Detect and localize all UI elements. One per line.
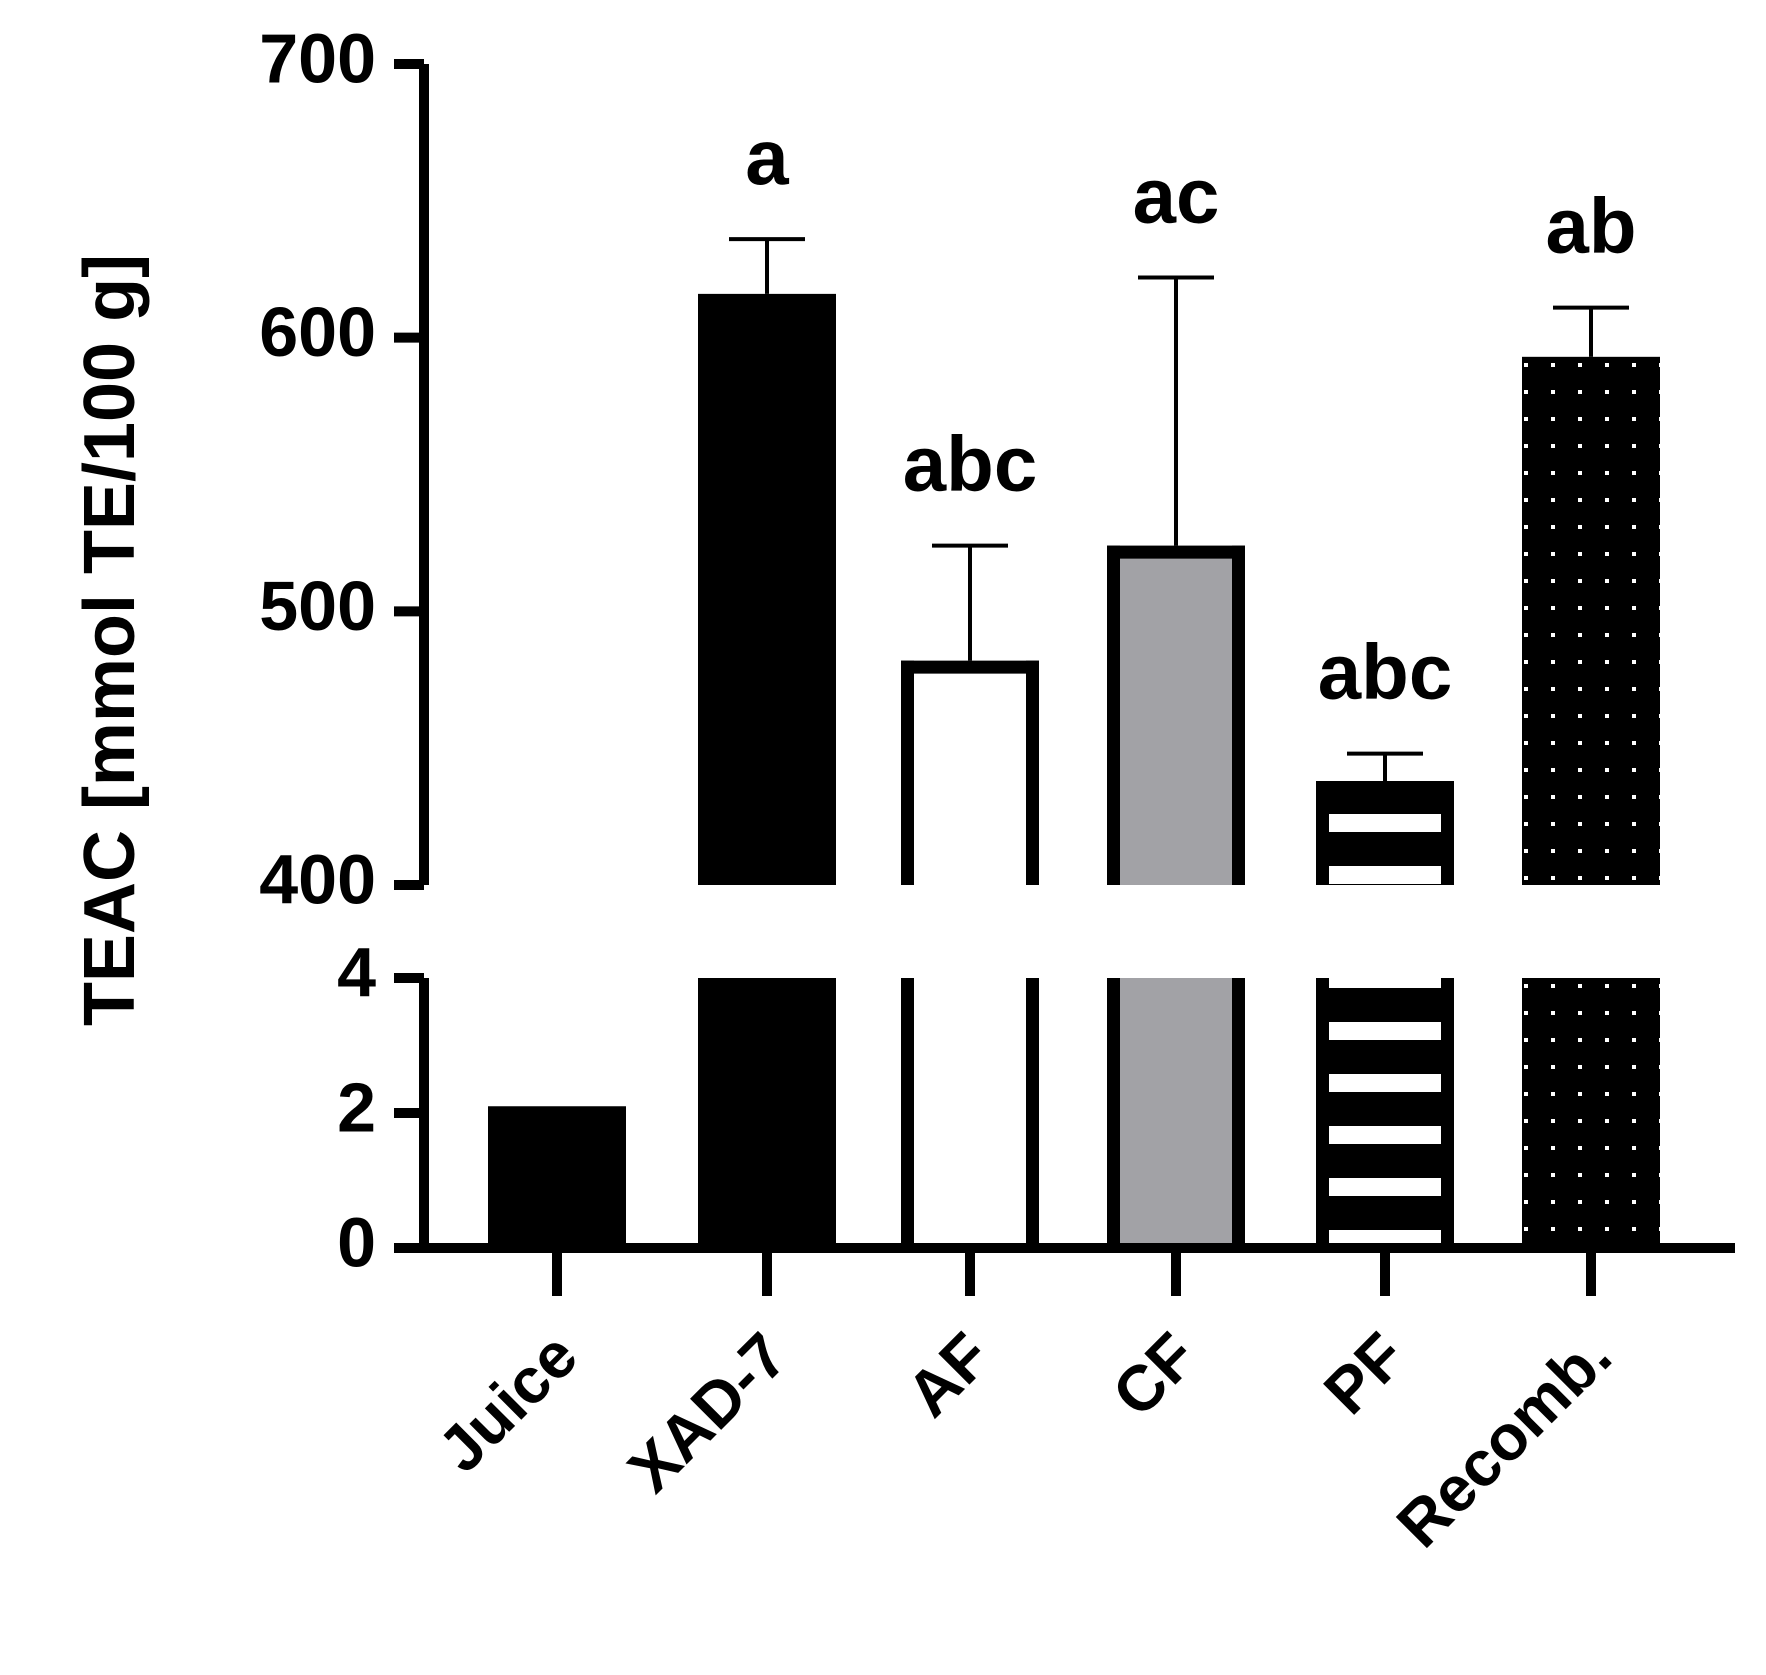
bar-upper-segment [1107,545,1245,885]
y-tick-label: 400 [259,840,376,918]
significance-label: ab [1545,182,1636,270]
x-tick-label: CF [1099,1319,1210,1430]
bar [488,1106,626,1243]
y-tick-label: 0 [337,1203,376,1281]
y-tick-label: 2 [337,1068,376,1146]
bar-upper-segment [901,660,1039,885]
x-tick-label: XAD-7 [614,1319,801,1506]
y-tick-label: 4 [337,933,376,1011]
x-tick-label: PF [1310,1319,1419,1428]
y-tick-label: 700 [259,19,376,97]
bars [488,237,1660,1248]
axes [394,59,1735,1296]
bar-lower-segment [1316,978,1454,1243]
bar-upper-segment [1316,781,1454,885]
bar-upper-segment [1522,356,1660,885]
bar-lower-inner [914,978,1026,1243]
significance-label: ac [1133,151,1220,239]
bar-lower-segment [1522,978,1660,1243]
significance-label: a [745,113,789,201]
x-tick-label: Recomb. [1383,1319,1625,1561]
y-axis-title: TEAC [mmol TE/100 g] [70,254,150,1026]
bar-lower-inner [1120,978,1232,1243]
bar-upper-segment [698,293,836,885]
x-tick-label: Juice [424,1319,591,1486]
significance-label: abc [903,420,1037,508]
significance-label: abc [1318,628,1452,716]
y-tick-label: 500 [259,567,376,645]
bar-lower-segment [698,978,836,1243]
x-tick-label: AF [893,1319,1004,1430]
y-tick-label: 600 [259,293,376,371]
